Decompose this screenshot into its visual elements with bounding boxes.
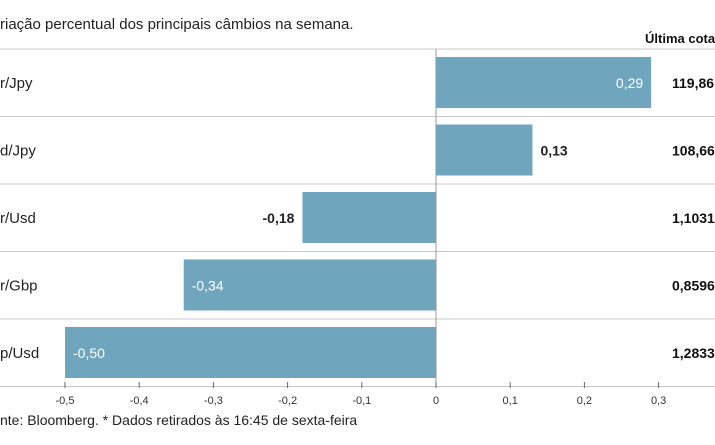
x-tick-label: -0,1 [352,395,371,407]
data-label: -0,18 [263,210,295,226]
data-label: 0,29 [616,75,643,91]
x-tick-label: -0,5 [56,395,75,407]
data-label: -0,34 [192,277,224,293]
bar [302,192,436,243]
chart-subtitle: riação percentual dos principais câmbios… [0,16,354,33]
x-tick-label: 0,1 [503,395,518,407]
x-tick-label: -0,4 [130,395,149,407]
x-tick-label: 0 [433,395,439,407]
category-label: r/Jpy [0,75,33,92]
x-tick-label: -0,2 [278,395,297,407]
source-note: nte: Bloomberg. * Dados retirados às 16:… [0,412,358,428]
x-tick-label: 0,3 [651,395,666,407]
bar [65,327,436,378]
category-label: d/Jpy [0,142,36,159]
bar [436,57,652,108]
last-quote-value: 119,86 [672,75,714,91]
data-label: 0,13 [540,142,567,158]
x-tick-label: 0,2 [577,395,592,407]
category-label: p/Usd [0,345,39,362]
last-quote-value: 0,8596 [672,277,715,293]
last-quote-value: 108,66 [672,142,715,158]
category-label: r/Usd [0,210,36,227]
last-quote-header: Última cotaç [645,31,715,46]
bar [183,259,436,311]
last-quote-value: 1,2833 [672,345,715,361]
x-tick-label: -0,3 [204,395,223,407]
bar [436,124,533,176]
last-quote-value: 1,1031 [672,210,715,226]
category-label: r/Gbp [0,277,38,294]
data-label: -0,50 [73,345,105,361]
